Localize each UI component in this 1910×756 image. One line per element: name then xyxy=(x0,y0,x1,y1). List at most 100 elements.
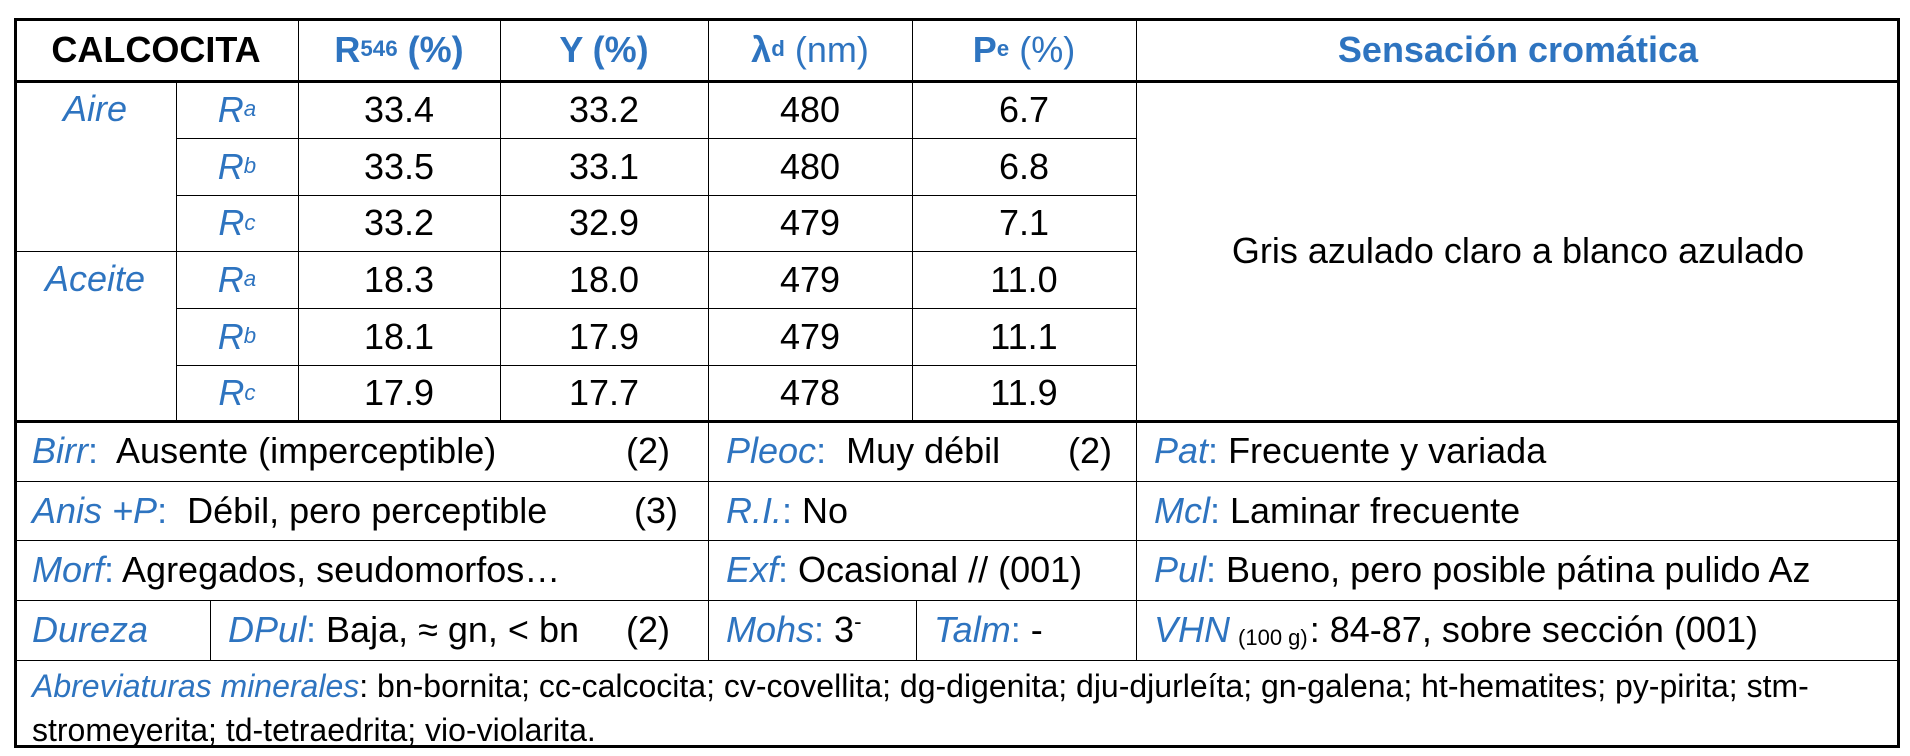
rule-row xyxy=(176,138,1136,139)
row-label-sub: c xyxy=(244,379,256,405)
cell-pe: 11.1 xyxy=(990,315,1058,357)
dureza-label: Dureza xyxy=(32,609,149,651)
rule-prop xyxy=(14,540,1900,541)
vrule xyxy=(916,600,917,660)
cell-y: 33.2 xyxy=(568,88,640,130)
mohs-value: 3 xyxy=(824,609,855,651)
rule-header xyxy=(14,80,1900,83)
pleoc-value: Muy débil xyxy=(826,430,1001,472)
frame-left xyxy=(14,18,17,748)
vrule xyxy=(1136,421,1137,660)
cell-r546: 33.5 xyxy=(363,145,435,187)
cell-pe: 6.7 xyxy=(998,88,1050,130)
mcl-value: Laminar frecuente xyxy=(1220,489,1521,531)
pe-unit: (%) xyxy=(1009,28,1076,70)
cell-lambda: 478 xyxy=(779,372,841,414)
talm-label: Talm xyxy=(934,609,1011,651)
vrule xyxy=(176,81,177,421)
row-label-sub: c xyxy=(244,209,256,235)
cell-r546: 17.9 xyxy=(363,372,435,414)
cell-lambda: 480 xyxy=(779,88,841,130)
prop-anis: Anis +P: Débil, pero perceptible xyxy=(32,489,548,531)
cell-lambda: 479 xyxy=(779,258,841,300)
r546-unit: (%) xyxy=(397,28,464,70)
r546-symbol: R xyxy=(334,28,361,70)
lambda-subscript: d xyxy=(771,36,785,62)
mcl-label: Mcl xyxy=(1154,489,1210,531)
row-label-r: R xyxy=(218,202,245,244)
cell-pe: 11.0 xyxy=(990,258,1058,300)
vhn-label: VHN xyxy=(1154,609,1231,651)
vrule xyxy=(708,18,709,421)
pe-subscript: e xyxy=(996,36,1010,62)
prop-pul: Pul: Bueno, pero posible pátina pulido A… xyxy=(1154,549,1811,591)
pleoc-code: (2) xyxy=(1068,430,1112,472)
rule-footer xyxy=(14,660,1900,661)
mohs-label: Mohs xyxy=(726,609,815,651)
pat-label: Pat xyxy=(1154,430,1209,472)
col-header-y: Y (%) xyxy=(559,28,649,70)
lambda-symbol: λ xyxy=(751,28,772,70)
vrule xyxy=(500,18,501,421)
cell-lambda: 480 xyxy=(779,145,841,187)
rule-prop xyxy=(14,600,1900,601)
row-label-r: R xyxy=(217,315,244,357)
birr-label: Birr xyxy=(32,430,88,472)
prop-mcl: Mcl: Laminar frecuente xyxy=(1154,489,1521,531)
rule-row xyxy=(176,365,1136,366)
col-header-sensacion: Sensación cromática xyxy=(1337,28,1699,70)
vrule xyxy=(1136,18,1137,421)
ri-label: R.I. xyxy=(726,489,783,531)
cell-r546: 18.1 xyxy=(363,315,435,357)
col-header-r546: R 546 (%) xyxy=(298,18,500,81)
cell-r546: 33.4 xyxy=(363,88,435,130)
ri-value: No xyxy=(792,489,849,531)
prop-ri: R.I.: No xyxy=(726,489,849,531)
cell-y: 17.7 xyxy=(568,372,640,414)
medium-aceite: Aceite xyxy=(44,258,146,299)
r546-subscript: 546 xyxy=(360,36,398,62)
birr-value: Ausente (imperceptible) xyxy=(98,430,497,472)
prop-vhn: VHN (100 g): 84-87, sobre sección (001) xyxy=(1136,600,1900,660)
abbreviations-note: Abreviaturas minerales: bn-bornita; cc-c… xyxy=(14,660,1900,748)
anis-value: Débil, pero perceptible xyxy=(167,489,548,531)
dpul-label: DPul xyxy=(228,609,307,651)
birr-code: (2) xyxy=(626,430,670,472)
abbreviations-label: Abreviaturas minerales xyxy=(32,668,360,704)
row-label-r: R xyxy=(217,88,244,130)
prop-pat: Pat: Frecuente y variada xyxy=(1154,430,1547,472)
prop-morf: Morf: Agregados, seudomorfos… xyxy=(32,549,561,591)
cell-r546: 33.2 xyxy=(363,202,435,244)
row-label-r: R xyxy=(217,258,244,300)
exf-value: Ocasional // (001) xyxy=(788,549,1083,591)
frame-bottom xyxy=(14,745,1900,748)
cell-pe: 11.9 xyxy=(990,372,1058,414)
pleoc-label: Pleoc xyxy=(726,430,817,472)
pe-symbol: P xyxy=(972,28,997,70)
pat-value: Frecuente y variada xyxy=(1218,430,1547,472)
prop-dpul: DPul: Baja, ≈ gn, < bn xyxy=(228,609,579,651)
cell-y: 18.0 xyxy=(568,258,640,300)
prop-exf: Exf: Ocasional // (001) xyxy=(726,549,1083,591)
vrule xyxy=(708,421,709,660)
prop-mohs: Mohs: 3- xyxy=(726,609,862,651)
row-label-sub: a xyxy=(243,96,257,122)
row-label-r: R xyxy=(218,372,245,414)
dpul-code: (2) xyxy=(626,609,670,651)
anis-label: Anis +P xyxy=(32,489,158,531)
mineral-name: CALCOCITA xyxy=(51,28,261,70)
rule-row xyxy=(176,195,1136,196)
row-label-sub: b xyxy=(243,323,257,349)
prop-birr: Birr: Ausente (imperceptible) xyxy=(32,430,497,472)
frame-right xyxy=(1897,18,1900,748)
cell-pe: 7.1 xyxy=(998,202,1050,244)
cell-r546: 18.3 xyxy=(363,258,435,300)
